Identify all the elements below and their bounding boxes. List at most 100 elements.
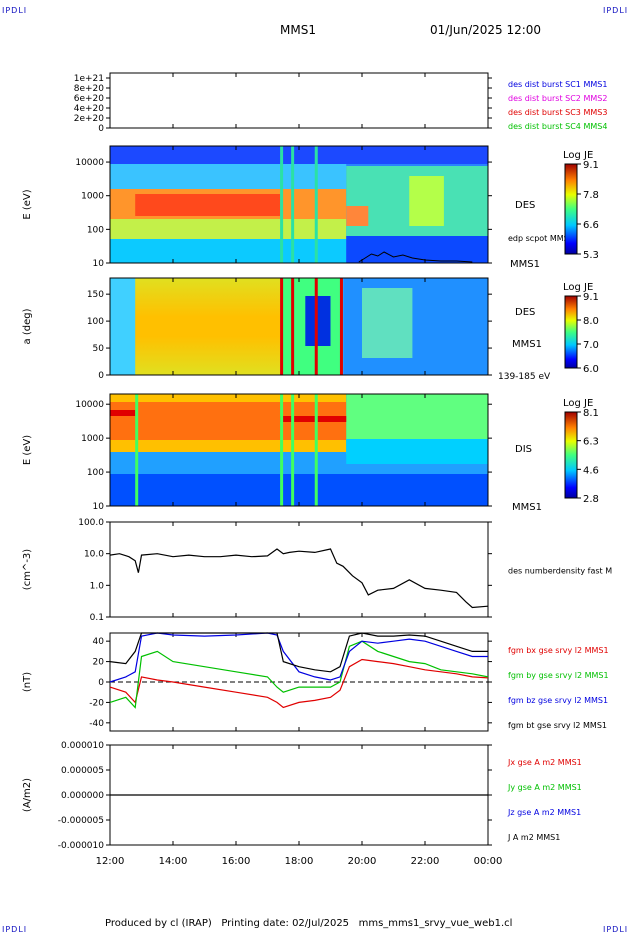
y-tick-label: 10000 <box>75 400 104 410</box>
y-tick-label: -20 <box>89 698 104 708</box>
y-tick-label: 1000 <box>81 192 104 202</box>
y-tick-label: 4e+20 <box>74 104 105 114</box>
spectro-cell <box>110 146 488 164</box>
series-line-fgm_b-1 <box>109 640 489 709</box>
dis-beam-stripe <box>280 416 347 422</box>
legend-entry: des dist burst SC3 MMS3 <box>508 108 607 117</box>
x-tick-label: 16:00 <box>222 856 251 867</box>
des-energy-spectrogram <box>110 146 488 263</box>
y-axis-label: (A/m2) <box>22 778 33 812</box>
footer-credit: Produced by cl (IRAP) Printing date: 02/… <box>105 918 513 929</box>
panel-frame-density <box>109 521 489 618</box>
y-axis-label: a (deg) <box>22 308 33 344</box>
y-tick-label: 20 <box>93 658 105 668</box>
y-tick-label: 8e+20 <box>74 84 105 94</box>
panel-side-label: MMS1 <box>510 259 540 270</box>
panel-side-label: DIS <box>515 444 532 455</box>
pitch-burst-stripe <box>280 278 284 375</box>
legend-entry: des dist burst SC1 MMS1 <box>508 80 607 89</box>
colorbar-title: Log JE <box>563 282 593 293</box>
pitch-burst-stripe <box>291 278 295 375</box>
spectro-cell <box>346 206 369 226</box>
legend-entry: Jy gse A m2 MMS1 <box>507 783 582 792</box>
colorbar-tick-label: 9.1 <box>583 160 599 171</box>
y-tick-label: 0.1 <box>90 613 104 623</box>
des-pitch-spectrogram <box>110 278 488 375</box>
y-tick-label: -40 <box>89 719 104 729</box>
spectro-cell <box>135 394 139 506</box>
y-tick-label: 1.0 <box>90 581 105 591</box>
y-tick-label: -0.000005 <box>58 816 104 826</box>
legend-entry: J A m2 MMS1 <box>507 833 560 842</box>
pitch-burst-stripe <box>339 278 343 375</box>
spectro-cell <box>346 439 488 464</box>
y-tick-label: 50 <box>93 344 105 354</box>
legend-entry: des dist burst SC4 MMS4 <box>508 122 607 131</box>
legend-entry: des numberdensity fast M <box>508 567 612 576</box>
colorbar-tick-label: 8.0 <box>583 316 599 327</box>
series-line-fgm_b-0 <box>109 658 489 709</box>
spectro-cell <box>362 288 413 358</box>
legend-entry: fgm by gse srvy l2 MMS1 <box>508 671 609 680</box>
x-tick-label: 00:00 <box>474 856 503 867</box>
spectro-cell <box>135 194 281 216</box>
corner-label-bottom-left: IPDLI <box>2 925 28 934</box>
y-tick-label: -0.000010 <box>58 841 104 851</box>
y-tick-label: 0 <box>98 124 104 134</box>
pitch-burst-stripe <box>314 278 318 375</box>
colorbar-tick-label: 7.0 <box>583 340 599 351</box>
x-tick-label: 20:00 <box>348 856 377 867</box>
legend-entry: fgm bz gse srvy l2 MMS1 <box>508 696 608 705</box>
spectro-cell <box>110 239 347 263</box>
spectro-cell <box>110 278 136 375</box>
legend-entry: des dist burst SC2 MMS2 <box>508 94 607 103</box>
colorbar-tick-label: 7.8 <box>583 190 599 201</box>
spectro-cell <box>305 296 331 346</box>
spectro-cell <box>280 146 284 263</box>
y-tick-label: 100 <box>87 225 104 235</box>
colorbar-tick-label: 8.1 <box>583 408 599 419</box>
y-tick-label: 100 <box>87 317 104 327</box>
panel-side-label: MMS1 <box>512 339 542 350</box>
legend-entry: fgm bt gse srvy l2 MMS1 <box>508 721 607 730</box>
legend-entry: Jz gse A m2 MMS1 <box>507 808 581 817</box>
colorbar-tick-label: 6.0 <box>583 364 599 375</box>
y-tick-label: 0 <box>98 371 104 381</box>
y-tick-label: 40 <box>93 637 105 647</box>
datetime-title: 01/Jun/2025 12:00 <box>430 23 542 37</box>
colorbar <box>564 295 578 369</box>
x-tick-label: 14:00 <box>159 856 188 867</box>
x-tick-label: 18:00 <box>285 856 314 867</box>
colorbar-tick-label: 9.1 <box>583 292 599 303</box>
y-tick-label: 150 <box>87 290 104 300</box>
y-tick-label: 0.000000 <box>61 791 104 801</box>
panel-frame-des_dist_burst <box>109 72 489 129</box>
y-axis-label: (cm^-3) <box>22 549 33 590</box>
y-tick-label: 0 <box>98 678 104 688</box>
colorbar-tick-label: 5.3 <box>583 250 599 261</box>
spectro-cell <box>110 164 347 189</box>
colorbar-title: Log JE <box>563 150 593 161</box>
dis-energy-spectrogram <box>110 394 488 506</box>
scpot-trace <box>358 251 473 263</box>
colorbar-title: Log JE <box>563 398 593 409</box>
x-tick-label: 12:00 <box>96 856 125 867</box>
y-tick-label: 0.000010 <box>61 741 104 751</box>
y-tick-label: 1e+21 <box>74 74 104 84</box>
corner-label-bottom-right: IPDLI <box>603 925 629 934</box>
colorbar <box>564 163 578 255</box>
panel-side-label: DES <box>515 307 535 318</box>
legend-entry: Jx gse A m2 MMS1 <box>507 758 582 767</box>
series-line-density-0 <box>109 548 489 609</box>
colorbar <box>564 411 578 499</box>
spectro-cell <box>409 176 444 226</box>
panel-side-label: 139-185 eV <box>498 372 551 382</box>
colorbar-tick-label: 6.6 <box>583 220 599 231</box>
colorbar-tick-label: 2.8 <box>583 494 599 505</box>
spacecraft-title: MMS1 <box>280 23 316 37</box>
corner-label-top-right: IPDLI <box>603 6 629 15</box>
x-tick-label: 22:00 <box>411 856 440 867</box>
y-tick-label: 10.0 <box>84 550 104 560</box>
colorbar-tick-label: 4.6 <box>583 465 599 476</box>
